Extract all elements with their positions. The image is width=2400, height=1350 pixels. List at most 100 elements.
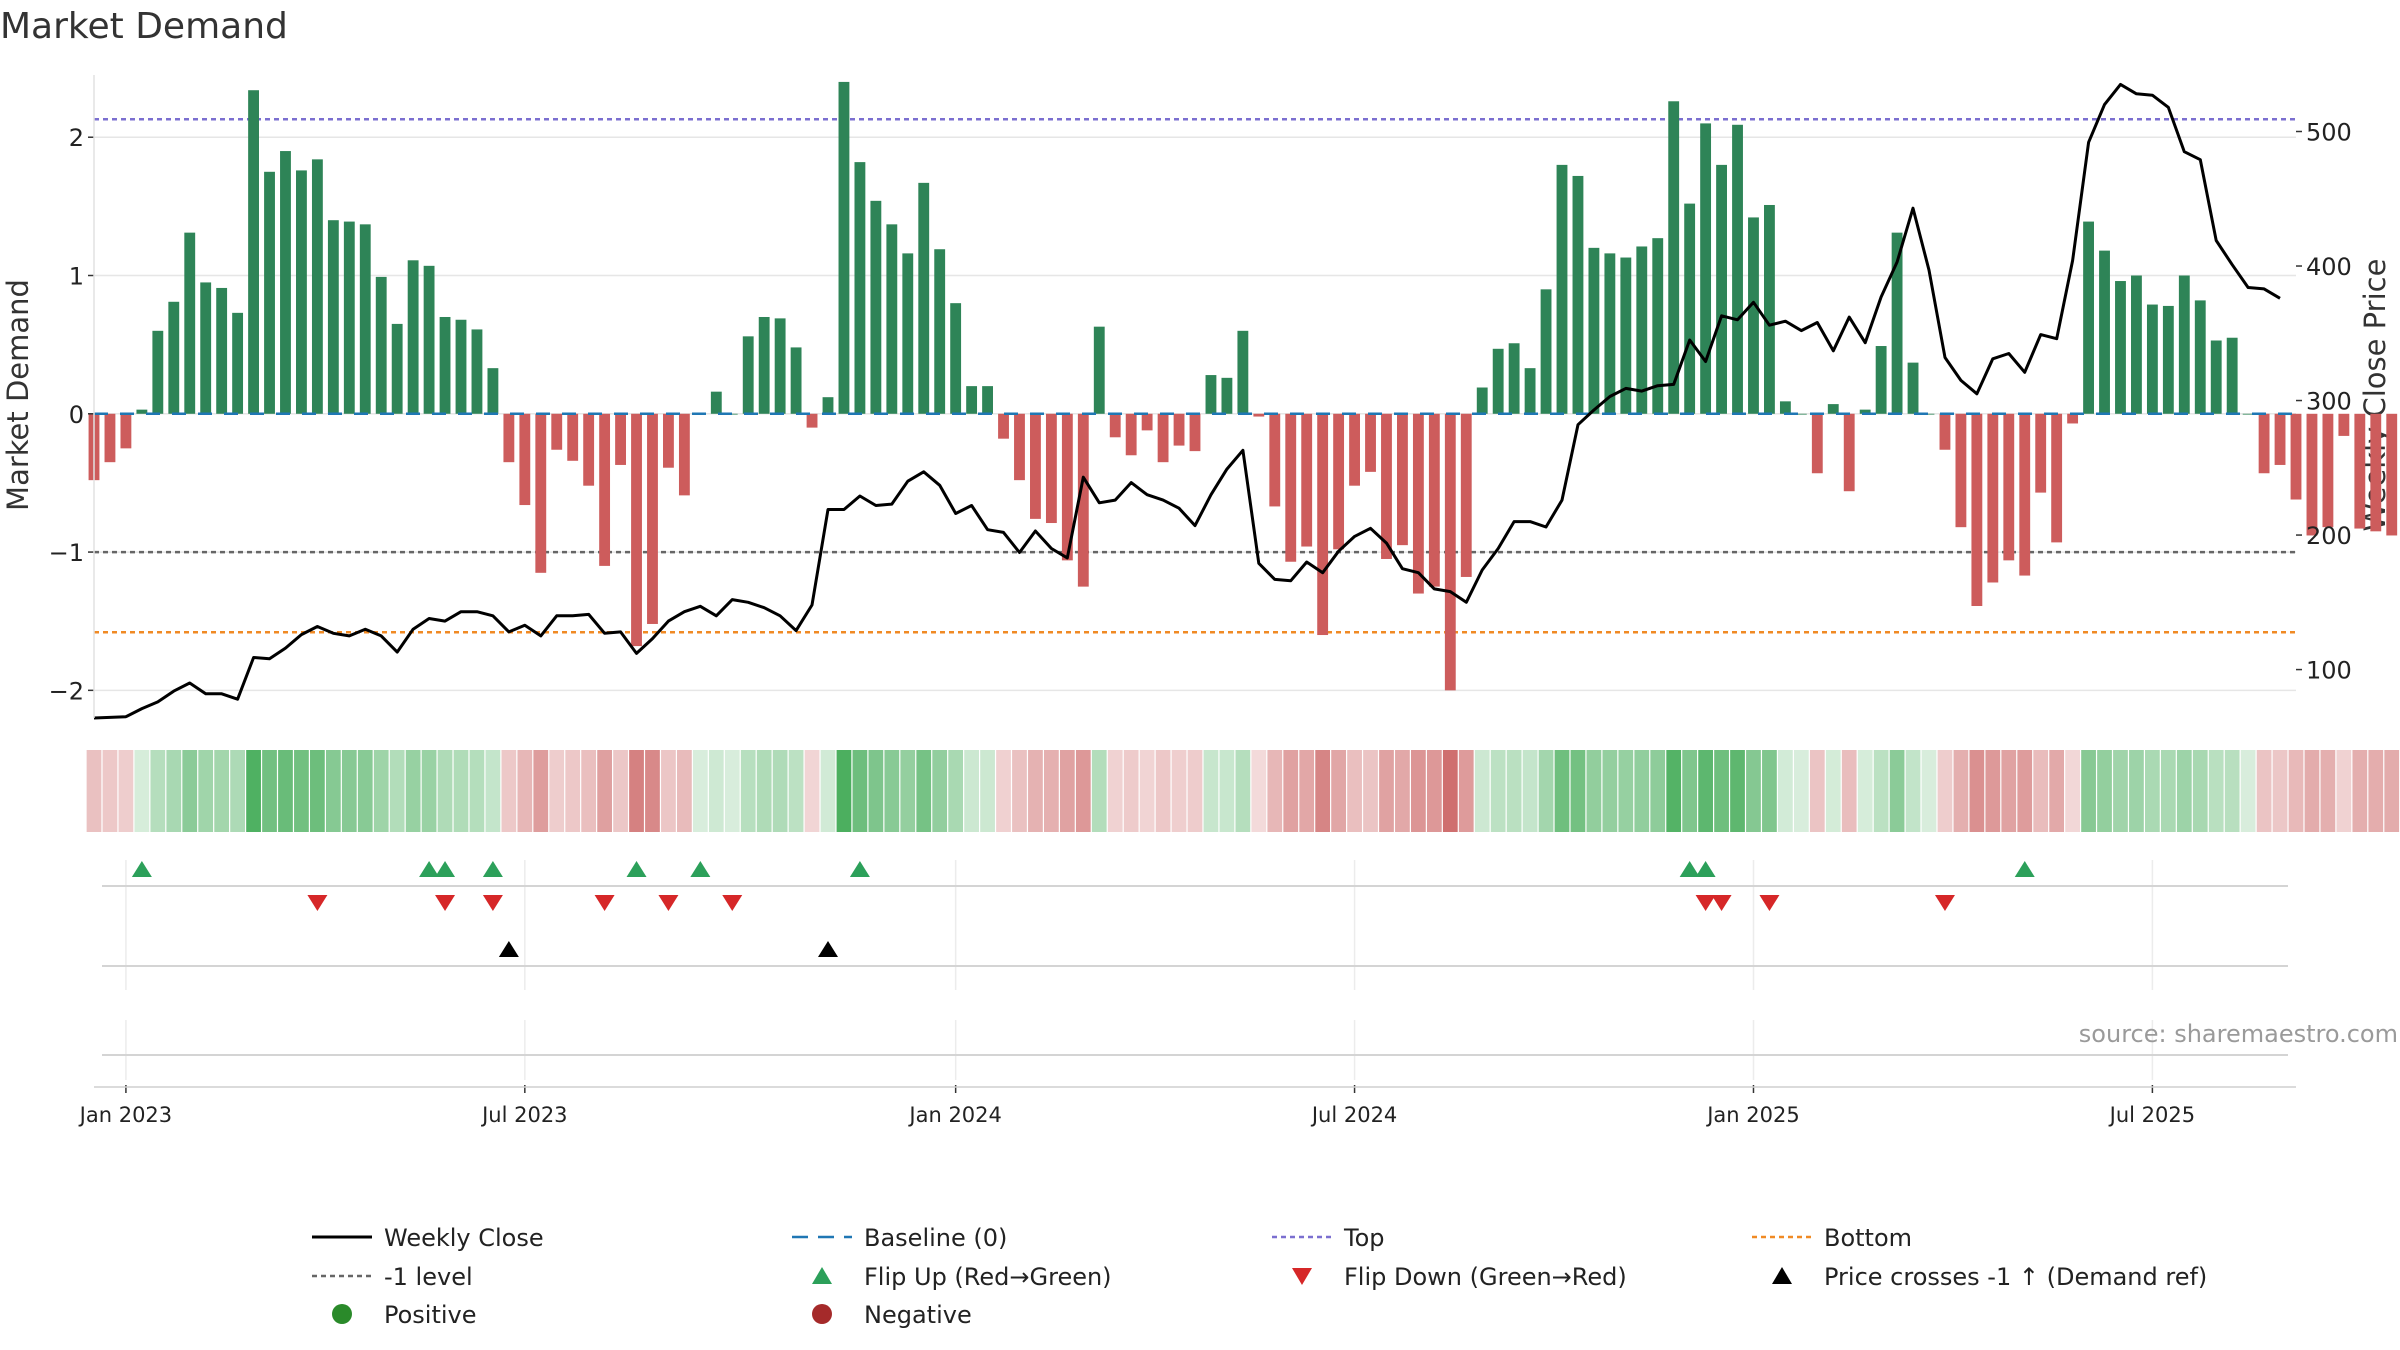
demand-bar <box>1030 413 1041 519</box>
demand-bar <box>678 413 690 496</box>
heat-cell <box>613 750 628 832</box>
x-tick-label: Jul 2023 <box>480 1103 567 1127</box>
heat-cell <box>246 750 261 832</box>
heat-cell <box>1155 750 1171 832</box>
demand-bar <box>1397 413 1408 546</box>
demand-bar <box>2099 250 2110 414</box>
y-tick-label-left: −2 <box>49 677 84 705</box>
demand-bar <box>2274 413 2286 465</box>
heat-cell <box>1602 750 1618 832</box>
heat-cell <box>2288 750 2304 832</box>
heat-cell <box>900 750 916 832</box>
heat-cell <box>2001 750 2017 832</box>
demand-bar <box>1652 238 1664 414</box>
demand-bar <box>1827 404 1839 414</box>
heat-cell <box>2224 750 2240 832</box>
heat-cell <box>2160 750 2176 832</box>
demand-bar <box>2194 300 2206 414</box>
heat-cell <box>1714 750 1729 832</box>
heat-cell <box>1123 750 1139 832</box>
demand-bar <box>710 391 722 414</box>
demand-bar <box>1572 175 1584 414</box>
y-axis-label-left: Market Demand <box>1 279 35 511</box>
demand-bar <box>1588 247 1600 414</box>
demand-bar <box>2338 413 2350 436</box>
demand-bar <box>104 413 116 463</box>
demand-bar <box>1093 326 1105 414</box>
heat-cell <box>1139 750 1155 832</box>
legend-item-flip-down-green-red: Flip Down (Green→Red) <box>1292 1263 1627 1291</box>
heat-cell <box>788 750 804 832</box>
demand-bar <box>343 221 355 414</box>
heat-cell <box>1075 750 1091 832</box>
demand-bar <box>439 316 451 414</box>
y-tick-label-right: 100 <box>2306 657 2352 685</box>
demand-bar <box>168 301 180 414</box>
heat-cell <box>325 750 341 832</box>
legend-label: -1 level <box>384 1263 473 1291</box>
heat-cell <box>1187 750 1203 832</box>
legend-label: Positive <box>384 1301 477 1329</box>
heat-cell <box>1554 750 1570 832</box>
demand-bar <box>503 413 515 463</box>
demand-bar <box>838 81 850 414</box>
demand-bar <box>1221 377 1233 414</box>
demand-bar <box>264 171 275 414</box>
y-tick-label-left: −1 <box>49 539 84 567</box>
heat-cell <box>964 750 979 832</box>
y-tick-label-right: 300 <box>2306 388 2352 416</box>
flip-up-marker <box>435 861 456 877</box>
demand-bar <box>1045 413 1057 524</box>
demand-bar <box>1732 124 1743 414</box>
heat-cell <box>1873 750 1889 832</box>
demand-bar <box>1923 413 1935 415</box>
demand-bar <box>1700 123 1712 414</box>
demand-bar <box>535 413 547 573</box>
demand-bar <box>2083 221 2094 414</box>
demand-bar <box>296 170 307 414</box>
heat-cell <box>996 750 1011 832</box>
legend-item-positive: Positive <box>332 1301 477 1329</box>
heat-cell <box>1458 750 1474 832</box>
demand-bar <box>1636 246 1648 414</box>
demand-bar <box>2035 413 2047 493</box>
demand-bar <box>1333 413 1345 550</box>
demand-bar <box>2051 413 2063 543</box>
heat-cell <box>1474 750 1490 832</box>
demand-bar <box>2162 305 2174 414</box>
demand-bar <box>2067 413 2079 424</box>
heat-cell <box>533 750 549 832</box>
demand-bar <box>120 413 132 449</box>
heat-cell <box>692 750 708 832</box>
demand-bar <box>902 253 914 414</box>
demand-bar <box>1109 413 1121 438</box>
flip-down-marker <box>1695 895 1716 911</box>
demand-bar <box>1955 413 1967 528</box>
heat-cell <box>836 750 852 832</box>
heat-cell <box>2336 750 2352 832</box>
demand-bar <box>998 413 1009 439</box>
demand-bar <box>1748 217 1759 414</box>
legend-item-baseline-0: Baseline (0) <box>792 1224 1007 1252</box>
demand-bar <box>1859 409 1871 414</box>
heat-cell <box>2352 750 2368 832</box>
demand-heat-strip <box>86 750 2400 832</box>
demand-bar <box>2178 275 2190 414</box>
chart-title: Market Demand <box>0 6 288 47</box>
heat-cell <box>2240 750 2256 832</box>
x-tick-label: Jan 2025 <box>1705 1103 1800 1127</box>
heat-cell <box>1044 750 1059 832</box>
heat-cell <box>1809 750 1825 832</box>
legend-item-bottom: Bottom <box>1752 1224 1912 1252</box>
heat-cell <box>1506 750 1522 832</box>
heat-cell <box>1411 750 1426 832</box>
y-tick-label-left: 2 <box>69 124 84 152</box>
heat-cell <box>1331 750 1346 832</box>
heat-cell <box>341 750 357 832</box>
heat-cell <box>485 750 501 832</box>
demand-bar <box>1349 413 1360 486</box>
heat-cell <box>2192 750 2208 832</box>
legend-swatch <box>332 1304 352 1324</box>
heat-cell <box>166 750 182 832</box>
heat-cell <box>1012 750 1027 832</box>
